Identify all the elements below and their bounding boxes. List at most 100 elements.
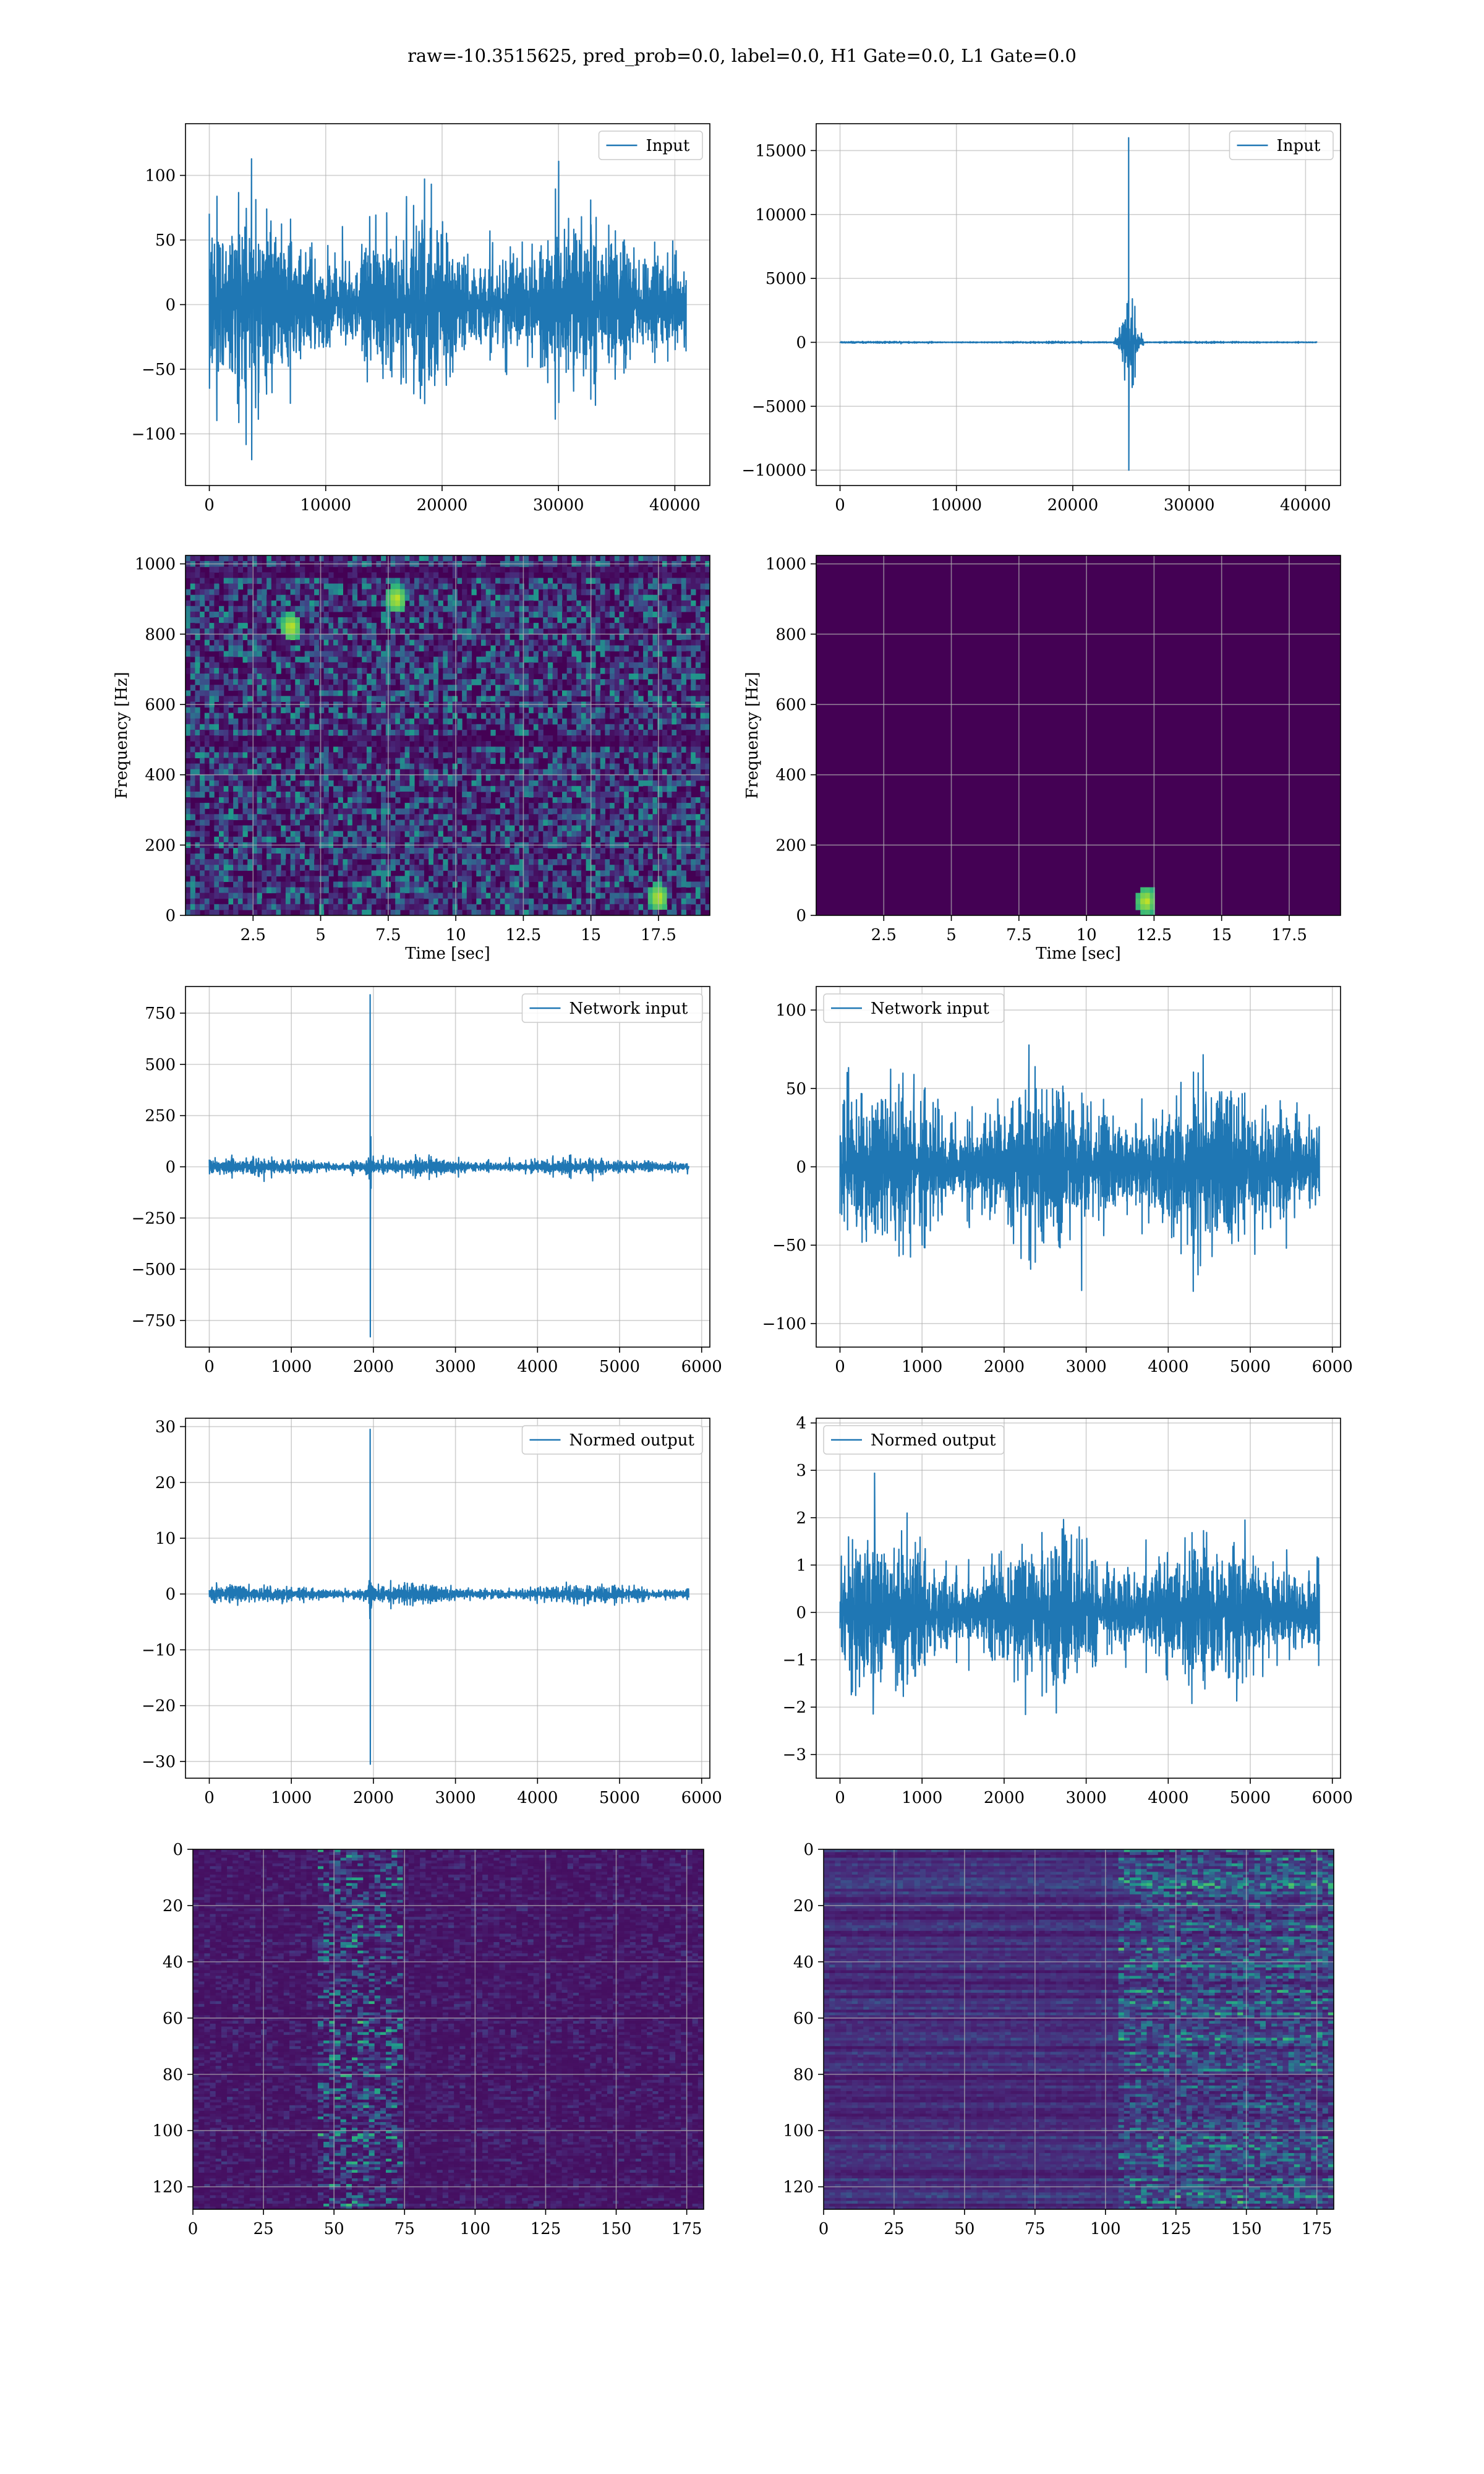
heatmap-cell bbox=[614, 898, 620, 905]
heatmap-cell bbox=[533, 892, 539, 899]
heatmap-cell bbox=[591, 567, 596, 573]
heatmap-cell bbox=[424, 583, 429, 590]
heatmap-cell bbox=[228, 713, 234, 719]
heatmap-cell bbox=[566, 791, 572, 798]
heatmap-cell bbox=[624, 667, 629, 674]
heatmap-cell bbox=[247, 898, 253, 905]
heatmap-cell bbox=[419, 656, 424, 663]
heatmap-cell bbox=[466, 876, 472, 882]
heatmap-cell bbox=[529, 707, 534, 714]
heatmap-cell bbox=[409, 594, 415, 601]
heatmap-cell bbox=[510, 847, 515, 854]
heatmap-cell bbox=[318, 634, 325, 640]
heatmap-cell bbox=[333, 898, 339, 905]
heatmap-cell bbox=[323, 791, 329, 798]
heatmap-cell bbox=[267, 685, 272, 691]
heatmap-cell bbox=[419, 679, 424, 685]
heatmap-cell bbox=[600, 881, 605, 888]
heatmap-cell bbox=[476, 763, 482, 770]
heatmap-cell bbox=[652, 617, 658, 623]
heatmap-cell bbox=[366, 825, 372, 832]
heatmap-cell bbox=[600, 847, 605, 854]
heatmap-cell bbox=[448, 651, 453, 657]
heatmap-cell bbox=[519, 729, 524, 736]
heatmap-cell bbox=[276, 611, 281, 618]
heatmap-cell bbox=[647, 758, 654, 764]
heatmap-cell bbox=[419, 600, 424, 607]
heatmap-cell bbox=[547, 774, 553, 781]
heatmap-cell bbox=[652, 797, 658, 803]
heatmap-cell bbox=[290, 594, 296, 601]
heatmap-cell bbox=[510, 859, 515, 865]
heatmap-cell bbox=[514, 791, 520, 798]
heatmap-cell bbox=[557, 645, 563, 652]
heatmap-cell bbox=[399, 555, 406, 562]
heatmap-cell bbox=[257, 752, 262, 758]
heatmap-cell bbox=[309, 769, 315, 776]
heatmap-cell bbox=[557, 831, 563, 837]
heatmap-cell bbox=[485, 696, 491, 702]
heatmap-cell bbox=[395, 752, 401, 758]
heatmap-cell bbox=[485, 881, 491, 888]
heatmap-cell bbox=[429, 887, 434, 894]
heatmap-cell bbox=[614, 803, 620, 809]
heatmap-cell bbox=[309, 667, 315, 674]
heatmap-cell bbox=[424, 887, 429, 894]
heatmap-cell bbox=[395, 859, 401, 865]
heatmap-cell bbox=[376, 865, 382, 871]
heatmap-cell bbox=[276, 651, 281, 657]
heatmap-cell bbox=[300, 887, 305, 894]
heatmap-cell bbox=[328, 651, 334, 657]
heatmap-cell bbox=[638, 634, 644, 640]
heatmap-cell bbox=[647, 909, 654, 915]
heatmap-cell bbox=[309, 651, 315, 657]
heatmap-cell bbox=[190, 892, 195, 899]
heatmap-cell bbox=[285, 741, 291, 747]
heatmap-cell bbox=[352, 876, 358, 882]
heatmap-cell bbox=[242, 791, 248, 798]
heatmap-cell bbox=[285, 865, 291, 871]
heatmap-cell bbox=[476, 707, 482, 714]
heatmap-cell bbox=[566, 617, 572, 623]
heatmap-cell bbox=[452, 572, 458, 578]
heatmap-cell bbox=[476, 898, 482, 905]
heatmap-cell bbox=[323, 735, 329, 742]
heatmap-cell bbox=[647, 667, 654, 674]
heatmap-cell bbox=[381, 876, 386, 882]
heatmap-cell bbox=[267, 572, 272, 578]
heatmap-cell bbox=[466, 623, 472, 629]
heatmap-cell bbox=[290, 808, 296, 815]
heatmap-cell bbox=[333, 859, 339, 865]
heatmap-cell bbox=[490, 854, 496, 860]
heatmap-cell bbox=[414, 667, 420, 674]
heatmap-cell bbox=[414, 707, 420, 714]
heatmap-cell bbox=[652, 747, 658, 753]
heatmap-cell bbox=[438, 589, 443, 596]
heatmap-cell bbox=[195, 555, 200, 562]
heatmap-cell bbox=[318, 887, 325, 894]
heatmap-cell bbox=[237, 814, 244, 820]
heatmap-cell bbox=[281, 774, 286, 781]
heatmap-cell bbox=[190, 752, 195, 758]
heatmap-cell bbox=[647, 594, 654, 601]
heatmap-cell bbox=[219, 667, 224, 674]
heatmap-cell bbox=[267, 667, 272, 674]
heatmap-cell bbox=[214, 836, 220, 843]
heatmap-cell bbox=[538, 628, 544, 635]
heatmap-cell bbox=[204, 814, 210, 820]
heatmap-cell bbox=[338, 640, 343, 646]
heatmap-cell bbox=[524, 774, 529, 781]
heatmap-cell bbox=[357, 735, 362, 742]
heatmap-cell bbox=[219, 831, 224, 837]
heatmap-cell bbox=[566, 836, 572, 843]
heatmap-cell bbox=[429, 803, 434, 809]
heatmap-cell bbox=[219, 752, 224, 758]
heatmap-cell bbox=[562, 892, 568, 899]
heatmap-cell bbox=[419, 583, 424, 590]
heatmap-cell bbox=[285, 876, 291, 882]
heatmap-cell bbox=[257, 881, 262, 888]
heatmap-cell bbox=[414, 729, 420, 736]
heatmap-cell bbox=[390, 679, 396, 685]
heatmap-cell bbox=[352, 797, 358, 803]
heatmap-cell bbox=[647, 747, 654, 753]
